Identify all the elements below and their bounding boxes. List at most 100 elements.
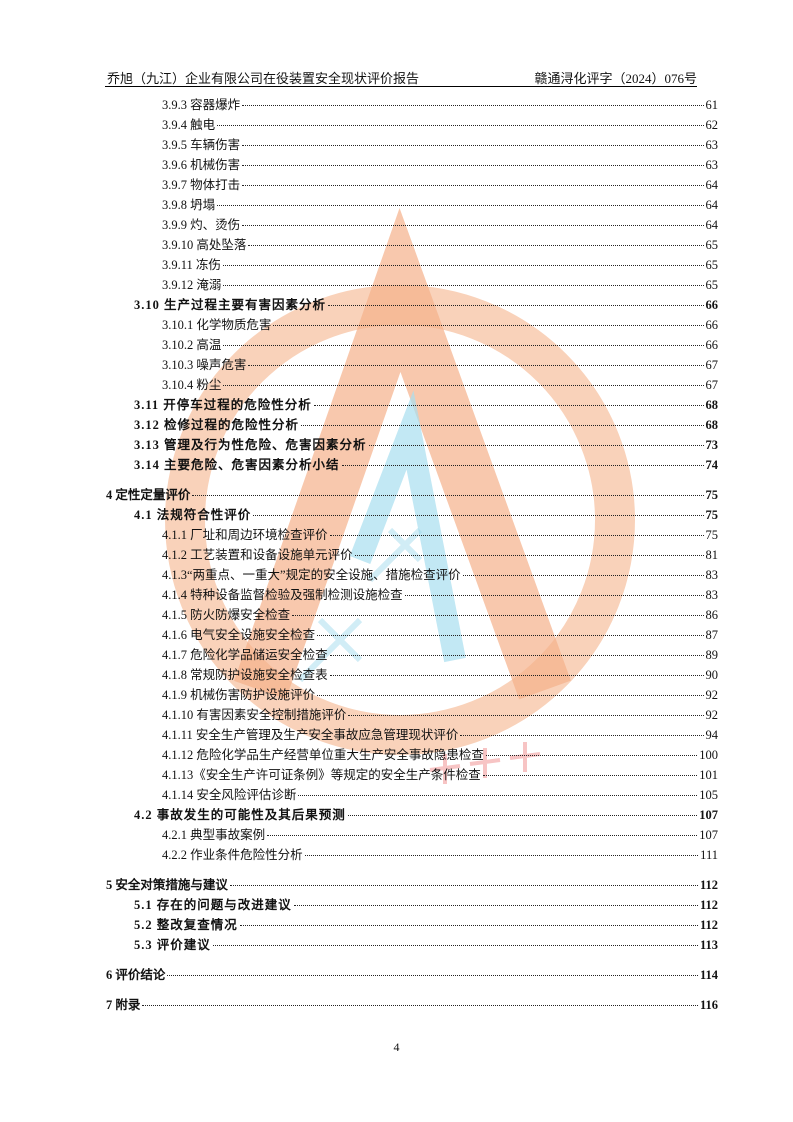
toc-entry[interactable]: 3.14 主要危险、危害因素分析小结 74: [134, 456, 718, 474]
toc-dot-leader: [293, 905, 698, 906]
toc-entry-title: 3.9.11 冻伤: [162, 258, 221, 272]
toc-entry[interactable]: 3.9.10 高处坠落 65: [162, 236, 718, 254]
toc-entry[interactable]: 4.1.14 安全风险评估诊断 105: [162, 786, 718, 804]
toc-entry[interactable]: 3.9.8 坍塌 64: [162, 196, 718, 214]
toc-dot-leader: [292, 615, 704, 616]
toc-entry-page: 105: [699, 788, 718, 802]
toc-entry[interactable]: 3.9.5 车辆伤害 63: [162, 136, 718, 154]
page-number: 4: [393, 1040, 400, 1054]
toc-dot-leader: [242, 225, 704, 226]
toc-entry-page: 68: [705, 398, 719, 412]
toc-entry[interactable]: 4.1.4 特种设备监督检验及强制检测设施检查 83: [162, 586, 718, 604]
toc-entry[interactable]: 4.1.11 安全生产管理及生产安全事故应急管理现状评价 94: [162, 726, 718, 744]
toc-entry[interactable]: 4.2 事故发生的可能性及其后果预测 107: [134, 806, 718, 824]
toc-entry-title: 3.10 生产过程主要有害因素分析: [134, 298, 327, 312]
toc-entry[interactable]: 5.2 整改复查情况 112: [134, 916, 718, 934]
toc-dot-leader: [167, 975, 698, 976]
toc-entry-title: 4.1.1 厂址和周边环境检查评价: [162, 528, 328, 542]
toc-entry[interactable]: 3.10.4 粉尘 67: [162, 376, 718, 394]
toc-entry-title: 4.1.13《安全生产许可证条例》等规定的安全生产条件检查: [162, 768, 481, 782]
toc-entry[interactable]: 4.1.13《安全生产许可证条例》等规定的安全生产条件检查 101: [162, 766, 718, 784]
toc-entry-page: 64: [705, 198, 719, 212]
toc-dot-leader: [267, 835, 698, 836]
toc-entry-title: 5.2 整改复查情况: [134, 918, 238, 932]
toc-entry-page: 65: [705, 278, 719, 292]
toc-entry-title: 4.1.5 防火防爆安全检查: [162, 608, 291, 622]
toc-entry-page: 83: [705, 588, 719, 602]
toc-entry[interactable]: 3.12 检修过程的危险性分析 68: [134, 416, 718, 434]
toc-entry-page: 86: [705, 608, 719, 622]
toc-entry[interactable]: 4.2.1 典型事故案例 107: [162, 826, 718, 844]
toc-entry[interactable]: 4.1.12 危险化学品生产经营单位重大生产安全事故隐患检查 100: [162, 746, 718, 764]
toc-entry[interactable]: 4.1.5 防火防爆安全检查 86: [162, 606, 718, 624]
toc-entry-page: 114: [699, 968, 718, 982]
toc-entry-page: 75: [705, 508, 719, 522]
toc-dot-leader: [248, 365, 704, 366]
toc-entry[interactable]: 4.1.3“两重点、一重大”规定的安全设施、措施检查评价 83: [162, 566, 718, 584]
toc-entry[interactable]: 4.1 法规符合性评价 75: [134, 506, 718, 524]
toc-entry-page: 112: [699, 918, 718, 932]
toc-entry[interactable]: 4.1.7 危险化学品储运安全检查 89: [162, 646, 718, 664]
toc-entry[interactable]: 4.1.1 厂址和周边环境检查评价 75: [162, 526, 718, 544]
toc-entry[interactable]: 3.9.9 灼、烫伤 64: [162, 216, 718, 234]
toc-dot-leader: [223, 285, 704, 286]
toc-entry-title: 7 附录: [106, 998, 141, 1012]
toc-entry-title: 4.1.4 特种设备监督检验及强制检测设施检查: [162, 588, 403, 602]
toc-entry[interactable]: 3.10.3 噪声危害 67: [162, 356, 718, 374]
toc-entry-title: 5.1 存在的问题与改进建议: [134, 898, 292, 912]
toc-entry-title: 5 安全对策措施与建议: [106, 878, 228, 892]
toc-entry[interactable]: 3.10 生产过程主要有害因素分析 66: [134, 296, 718, 314]
toc-entry[interactable]: 3.9.7 物体打击 64: [162, 176, 718, 194]
toc-entry-title: 3.10.4 粉尘: [162, 378, 222, 392]
toc-entry-page: 87: [705, 628, 719, 642]
toc-entry-title: 3.10.1 化学物质危害: [162, 318, 272, 332]
toc-dot-leader: [317, 695, 704, 696]
toc-entry[interactable]: 3.10.1 化学物质危害 66: [162, 316, 718, 334]
toc-entry[interactable]: 4.1.2 工艺装置和设备设施单元评价 81: [162, 546, 718, 564]
toc-entry[interactable]: 3.9.3 容器爆炸 61: [162, 96, 718, 114]
toc-entry-page: 66: [705, 298, 719, 312]
toc-entry-page: 66: [705, 338, 719, 352]
toc-dot-leader: [329, 655, 704, 656]
toc-entry[interactable]: 3.9.6 机械伤害 63: [162, 156, 718, 174]
toc-entry[interactable]: 3.9.4 触电 62: [162, 116, 718, 134]
toc-entry[interactable]: 4.1.9 机械伤害防护设施评价 92: [162, 686, 718, 704]
toc-entry[interactable]: 4.2.2 作业条件危险性分析 111: [162, 846, 718, 864]
toc-entry-page: 62: [705, 118, 719, 132]
toc-entry-page: 63: [705, 138, 719, 152]
toc-entry-page: 61: [705, 98, 719, 112]
toc-entry[interactable]: 4.1.8 常规防护设施安全检查表 90: [162, 666, 718, 684]
toc-entry[interactable]: 4 定性定量评价 75: [106, 486, 718, 504]
toc-dot-leader: [229, 885, 698, 886]
toc-entry-title: 3.11 开停车过程的危险性分析: [134, 398, 312, 412]
toc-entry-title: 4.1.6 电气安全设施安全检查: [162, 628, 316, 642]
toc-entry[interactable]: 3.13 管理及行为性危险、危害因素分析 73: [134, 436, 718, 454]
toc-entry[interactable]: 5.1 存在的问题与改进建议 112: [134, 896, 718, 914]
toc-entry-page: 89: [705, 648, 719, 662]
toc-dot-leader: [298, 795, 698, 796]
toc-entry-title: 4.1.7 危险化学品储运安全检查: [162, 648, 328, 662]
toc-entry-title: 3.9.9 灼、烫伤: [162, 218, 241, 232]
toc-entry-page: 112: [699, 878, 718, 892]
toc-entry[interactable]: 5 安全对策措施与建议 112: [106, 876, 718, 894]
toc-entry[interactable]: 3.10.2 高温 66: [162, 336, 718, 354]
toc-dot-leader: [239, 925, 698, 926]
toc-entry[interactable]: 7 附录 116: [106, 996, 718, 1014]
toc-entry-page: 92: [705, 688, 719, 702]
toc-entry-title: 3.9.12 淹溺: [162, 278, 222, 292]
toc-entry[interactable]: 3.9.11 冻伤 65: [162, 256, 718, 274]
toc-entry-page: 107: [699, 808, 718, 822]
toc-entry-page: 92: [705, 708, 719, 722]
toc-entry-title: 3.12 检修过程的危险性分析: [134, 418, 300, 432]
toc-entry-title: 4.1.9 机械伤害防护设施评价: [162, 688, 316, 702]
toc-entry[interactable]: 6 评价结论 114: [106, 966, 718, 984]
toc-entry[interactable]: 3.9.12 淹溺 65: [162, 276, 718, 294]
toc-entry-page: 65: [705, 238, 719, 252]
toc-entry-page: 111: [700, 848, 718, 862]
toc-entry[interactable]: 3.11 开停车过程的危险性分析 68: [134, 396, 718, 414]
toc-entry-page: 74: [705, 458, 719, 472]
toc-entry[interactable]: 4.1.6 电气安全设施安全检查 87: [162, 626, 718, 644]
toc-entry[interactable]: 5.3 评价建议 113: [134, 936, 718, 954]
toc-entry-page: 68: [705, 418, 719, 432]
toc-entry[interactable]: 4.1.10 有害因素安全控制措施评价 92: [162, 706, 718, 724]
